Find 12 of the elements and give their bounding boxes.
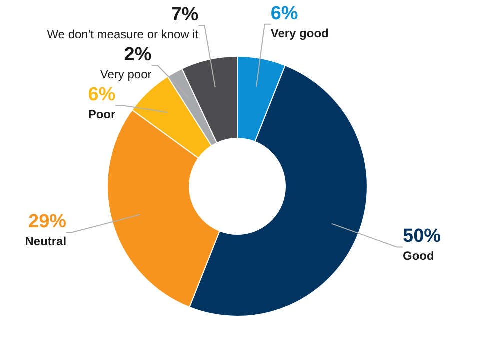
data-label: 6% <box>270 3 298 24</box>
slice-label: Very good <box>270 26 329 40</box>
slice-label: We don't measure or know it <box>47 27 200 42</box>
data-label: 29% <box>28 212 67 233</box>
slice-label: Very poor <box>100 67 152 82</box>
data-label: 50% <box>403 226 442 248</box>
slice-label: Poor <box>88 107 116 122</box>
slice-label: Good <box>403 249 434 264</box>
data-label: 6% <box>88 84 116 106</box>
slice-label: Neutral <box>25 234 67 249</box>
data-label: 7% <box>171 4 199 26</box>
data-label: 2% <box>124 44 152 66</box>
